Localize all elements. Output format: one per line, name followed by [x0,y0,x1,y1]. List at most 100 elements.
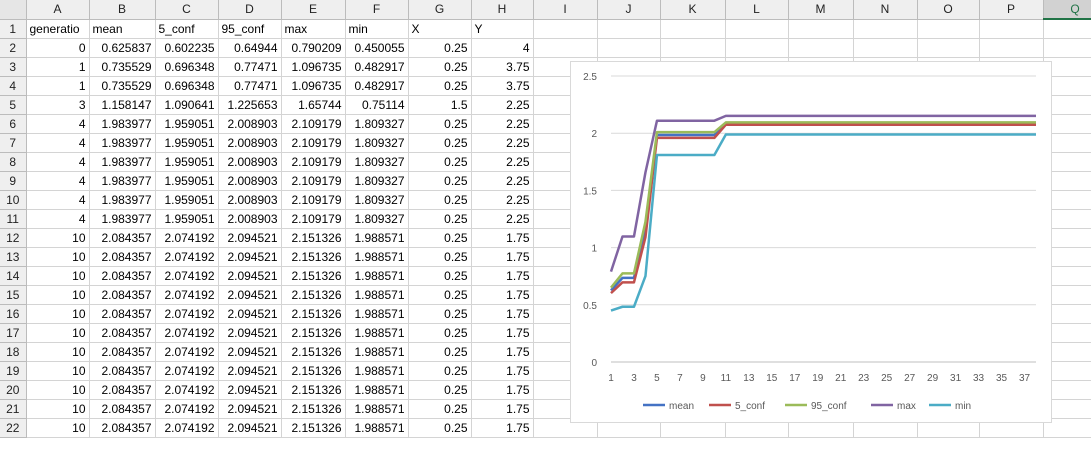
cell[interactable]: 1.988571 [345,418,409,438]
cell[interactable]: Y [471,19,534,39]
cell[interactable]: 10 [26,304,90,324]
cell[interactable]: 1 [26,57,90,77]
column-header-q[interactable]: Q [1043,0,1091,20]
cell[interactable]: 0.25 [408,114,472,134]
cell[interactable]: 0.75114 [345,95,409,115]
cell[interactable]: 1.809327 [345,114,409,134]
cell[interactable]: 1.983977 [89,171,156,191]
cell[interactable] [917,19,980,39]
cell[interactable]: 10 [26,247,90,267]
cell[interactable]: 1.75 [471,361,534,381]
cell[interactable]: 1.5 [408,95,472,115]
cell[interactable]: max [281,19,346,39]
cell[interactable]: 2.094521 [218,418,282,438]
select-all-corner[interactable] [0,0,27,20]
cell[interactable]: 1.75 [471,323,534,343]
row-header[interactable]: 18 [0,342,27,362]
cell[interactable]: 2.084357 [89,323,156,343]
row-header[interactable]: 16 [0,304,27,324]
cell[interactable]: 0.25 [408,228,472,248]
cell[interactable] [725,38,789,58]
cell[interactable] [1043,228,1091,248]
cell[interactable]: 2.074192 [155,418,219,438]
cell[interactable]: 2.008903 [218,209,282,229]
cell[interactable]: 1.75 [471,342,534,362]
cell[interactable]: 2.151326 [281,361,346,381]
cell[interactable]: 2.074192 [155,228,219,248]
cell[interactable]: 2.094521 [218,399,282,419]
column-header-p[interactable]: P [979,0,1044,20]
cell[interactable]: 1.809327 [345,171,409,191]
cell[interactable] [788,19,854,39]
cell[interactable]: 1.75 [471,228,534,248]
column-header-i[interactable]: I [533,0,598,20]
cell[interactable] [725,19,789,39]
cell[interactable]: 2.109179 [281,114,346,134]
cell[interactable] [1043,285,1091,305]
cell[interactable]: 2.151326 [281,399,346,419]
cell[interactable]: 2.151326 [281,266,346,286]
cell[interactable]: 4 [26,152,90,172]
cell[interactable]: 2.25 [471,171,534,191]
cell[interactable]: 1.988571 [345,304,409,324]
column-header-h[interactable]: H [471,0,534,20]
cell[interactable]: 4 [26,209,90,229]
cell[interactable]: 2.151326 [281,285,346,305]
cell[interactable]: 2.094521 [218,342,282,362]
row-header[interactable]: 13 [0,247,27,267]
cell[interactable] [1043,76,1091,96]
cell[interactable] [597,19,661,39]
cell[interactable]: 2.151326 [281,342,346,362]
cell[interactable] [853,38,918,58]
cell[interactable] [1043,342,1091,362]
row-header[interactable]: 12 [0,228,27,248]
cell[interactable]: 1.225653 [218,95,282,115]
cell[interactable]: min [345,19,409,39]
cell[interactable]: 0.25 [408,152,472,172]
cell[interactable]: 1.988571 [345,380,409,400]
cell[interactable]: 2.109179 [281,133,346,153]
cell[interactable] [1043,38,1091,58]
cell[interactable] [1043,323,1091,343]
cell[interactable]: 0.790209 [281,38,346,58]
cell[interactable] [979,38,1044,58]
row-header[interactable]: 19 [0,361,27,381]
column-header-k[interactable]: K [660,0,726,20]
cell[interactable]: 1.75 [471,418,534,438]
cell[interactable] [1043,190,1091,210]
line-chart[interactable]: 0 0.5 1 1.5 2 2.5 1 3 5 7 9 11 13 15 17 19 21 23 25 27 29 31 3… [570,61,1052,423]
cell[interactable]: 4 [471,38,534,58]
cell[interactable]: 2.074192 [155,342,219,362]
cell[interactable]: 0.25 [408,209,472,229]
row-header[interactable]: 20 [0,380,27,400]
cell[interactable]: 2.151326 [281,247,346,267]
cell[interactable]: 0.25 [408,171,472,191]
cell[interactable]: 4 [26,190,90,210]
cell[interactable]: 2.074192 [155,361,219,381]
row-header[interactable]: 7 [0,133,27,153]
row-header[interactable]: 8 [0,152,27,172]
cell[interactable] [1043,304,1091,324]
cell[interactable] [979,19,1044,39]
cell[interactable]: 0 [26,38,90,58]
cell[interactable]: 2.109179 [281,190,346,210]
column-header-o[interactable]: O [917,0,980,20]
column-header-m[interactable]: M [788,0,854,20]
cell[interactable]: 2.094521 [218,285,282,305]
cell[interactable]: 4 [26,171,90,191]
cell[interactable]: 0.25 [408,399,472,419]
cell[interactable]: 2.151326 [281,418,346,438]
cell[interactable]: 2.008903 [218,190,282,210]
cell[interactable]: 4 [26,133,90,153]
cell[interactable]: 2.109179 [281,152,346,172]
column-header-c[interactable]: C [155,0,219,20]
row-header[interactable]: 21 [0,399,27,419]
cell[interactable]: 1.75 [471,285,534,305]
cell[interactable]: X [408,19,472,39]
cell[interactable]: 1.988571 [345,247,409,267]
cell[interactable] [533,38,598,58]
cell[interactable]: 2.094521 [218,266,282,286]
cell[interactable]: 1.75 [471,399,534,419]
cell[interactable]: 2.151326 [281,304,346,324]
cell[interactable] [1043,57,1091,77]
